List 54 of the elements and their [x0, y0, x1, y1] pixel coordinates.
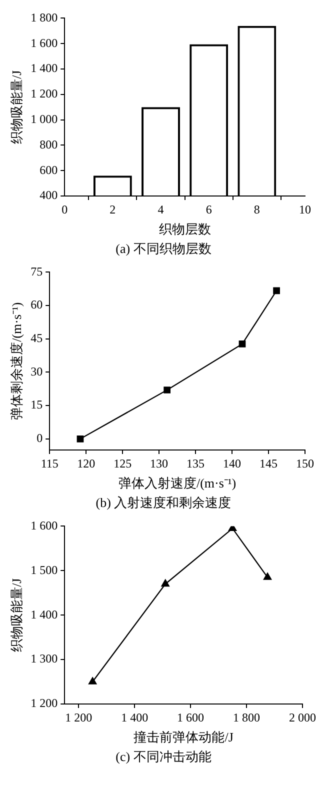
- y-tick-label: 1 800: [30, 10, 58, 24]
- x-tick-label: 1 400: [121, 710, 148, 724]
- x-tick-label: 145: [260, 456, 278, 470]
- x-tick-label: 120: [77, 456, 96, 470]
- point: [273, 287, 280, 294]
- y-tick-label: 1 300: [30, 652, 58, 666]
- point: [76, 435, 84, 442]
- y-tick-label: 1 600: [30, 518, 58, 532]
- text: (a) 不同织物层数: [114, 240, 212, 258]
- x-tick-label: 10: [299, 202, 311, 216]
- y-tick-label: 0: [36, 431, 43, 446]
- x-axis-title: 织物层数: [158, 222, 211, 237]
- x-axis-title: 撞击前弹体动能/J: [134, 730, 234, 745]
- y-tick-label: 30: [30, 364, 43, 378]
- x-tick-label: 135: [186, 456, 205, 470]
- y-tick-label: 800: [40, 137, 58, 152]
- point: [238, 340, 246, 348]
- x-tick-label: 1 200: [65, 710, 92, 724]
- point: [263, 572, 272, 580]
- y-tick-label: 75: [30, 264, 43, 278]
- y-axis-title: 弹体剩余速度/(m·s⁻¹): [9, 302, 24, 420]
- x-tick-label: 2: [110, 202, 116, 216]
- y-tick-label: 600: [40, 162, 58, 177]
- x-tick-label: 6: [206, 202, 212, 216]
- y-tick-label: 1 000: [30, 112, 58, 126]
- y-tick-label: 1 400: [30, 607, 58, 622]
- x-tick-label: 140: [223, 456, 242, 470]
- x-tick-label: 0: [62, 202, 68, 216]
- y-axis-title: 织物吸能量/J: [9, 578, 24, 652]
- y-tick-label: 1 500: [30, 562, 58, 577]
- y-tick-label: 1 200: [30, 86, 58, 101]
- x-tick-label: 8: [254, 202, 260, 216]
- x-tick-label: 115: [40, 456, 58, 470]
- x-tick-label: 150: [296, 456, 314, 470]
- point: [161, 579, 170, 587]
- x-tick-label: 2 000: [289, 710, 316, 724]
- point: [164, 386, 171, 394]
- y-tick-label: 60: [30, 298, 43, 312]
- y-tick-label: 1 400: [30, 61, 58, 76]
- x-tick-label: 1 800: [233, 710, 260, 724]
- x-axis-title: 弹体入射速度/(m·s⁻¹): [118, 476, 236, 491]
- text: (c) 不同冲击动能: [114, 748, 212, 766]
- y-axis-title: 织物吸能量/J: [9, 70, 24, 144]
- y-tick-label: 1 200: [30, 696, 58, 710]
- y-tick-label: 45: [30, 331, 43, 346]
- y-tick-label: 15: [30, 398, 43, 412]
- text: (b) 入射速度和剩余速度: [94, 494, 232, 512]
- point: [88, 677, 97, 684]
- x-tick-label: 1 600: [177, 710, 204, 724]
- y-tick-label: 400: [40, 188, 58, 202]
- x-tick-label: 125: [114, 456, 132, 470]
- y-tick-label: 1 600: [30, 36, 58, 50]
- x-tick-label: 4: [158, 202, 164, 216]
- x-tick-label: 130: [150, 456, 168, 470]
